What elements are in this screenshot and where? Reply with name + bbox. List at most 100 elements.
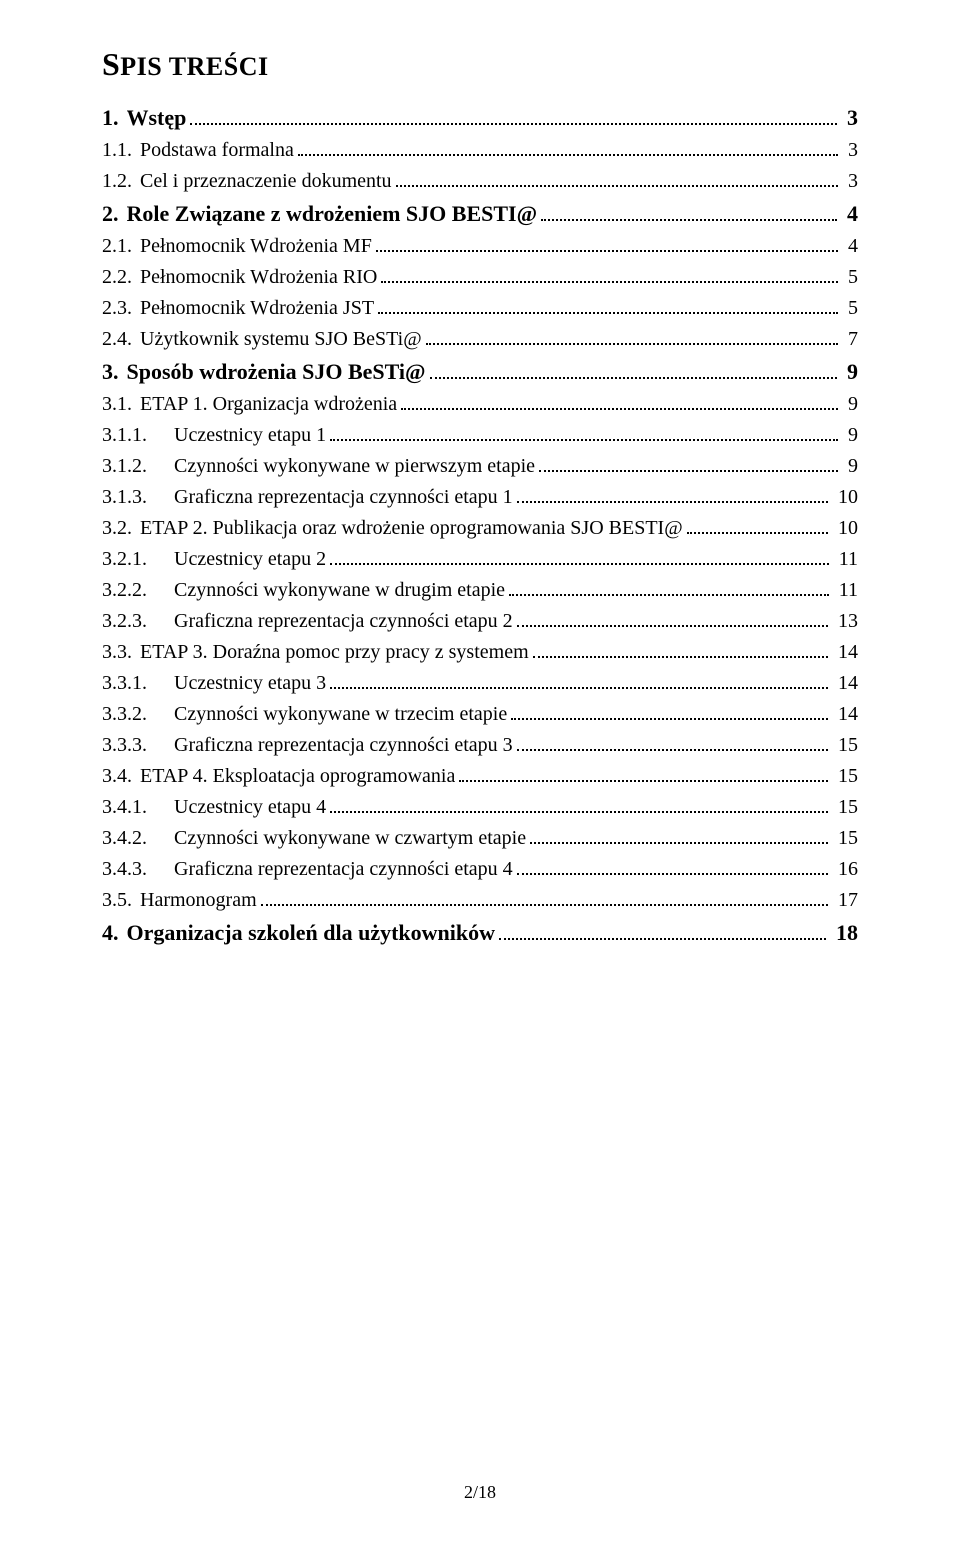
toc-leader-dots (541, 199, 837, 221)
toc-entry: 3.2.2.Czynności wykonywane w drugim etap… (102, 575, 858, 606)
title-first-letter: S (102, 46, 120, 82)
toc-entry: 3.1.3.Graficzna reprezentacja czynności … (102, 482, 858, 513)
toc-entry-label: Pełnomocnik Wdrożenia RIO (140, 262, 377, 293)
toc-entry: 3.1.2.Czynności wykonywane w pierwszym e… (102, 451, 858, 482)
toc-entry-page: 18 (830, 916, 858, 950)
toc-leader-dots (511, 700, 828, 720)
page: SPIS TREŚCI 1.Wstęp31.1.Podstawa formaln… (0, 0, 960, 1543)
toc-entry-page: 15 (832, 730, 858, 761)
toc-entry-page: 13 (832, 606, 858, 637)
toc-entry: 3.2.ETAP 2. Publikacja oraz wdrożenie op… (102, 513, 858, 544)
toc-entry: 3.4.1.Uczestnicy etapu 415 (102, 792, 858, 823)
toc-entry: 1.2.Cel i przeznaczenie dokumentu3 (102, 166, 858, 197)
title-rest: PIS TREŚCI (120, 52, 268, 81)
toc-entry-page: 3 (841, 101, 858, 135)
toc-entry: 3.Sposób wdrożenia SJO BeSTi@ 9 (102, 355, 858, 389)
toc-entry: 3.4.3.Graficzna reprezentacja czynności … (102, 854, 858, 885)
toc-entry-label: Pełnomocnik Wdrożenia JST (140, 293, 374, 324)
toc-leader-dots (687, 514, 828, 534)
toc-leader-dots (330, 793, 828, 813)
toc-entry-page: 17 (832, 885, 858, 916)
toc-entry-label: Uczestnicy etapu 2 (174, 544, 326, 575)
toc-entry-label: Czynności wykonywane w trzecim etapie (174, 699, 507, 730)
toc-entry-number: 3.1. (102, 389, 140, 420)
toc-entry-number: 2.2. (102, 262, 140, 293)
toc-entry-label: Harmonogram (140, 885, 257, 916)
toc-entry-page: 15 (832, 761, 858, 792)
toc-entry: 3.3.3.Graficzna reprezentacja czynności … (102, 730, 858, 761)
toc-entry-label: ETAP 2. Publikacja oraz wdrożenie oprogr… (140, 513, 683, 544)
toc-entry-label: Czynności wykonywane w czwartym etapie (174, 823, 526, 854)
toc-leader-dots (298, 136, 838, 156)
toc-leader-dots (378, 294, 838, 314)
toc-entry: 1.Wstęp3 (102, 101, 858, 135)
toc-entry-number: 2. (102, 197, 127, 231)
toc-leader-dots (430, 357, 837, 379)
toc-entry: 3.3.2.Czynności wykonywane w trzecim eta… (102, 699, 858, 730)
toc-entry-label: ETAP 4. Eksploatacja oprogramowania (140, 761, 455, 792)
toc-leader-dots (517, 731, 828, 751)
toc-entry-label: Graficzna reprezentacja czynności etapu … (174, 606, 513, 637)
toc-entry-label: Sposób wdrożenia SJO BeSTi@ (127, 355, 426, 389)
toc-entry-label: ETAP 3. Doraźna pomoc przy pracy z syste… (140, 637, 529, 668)
toc-entry-label: Uczestnicy etapu 1 (174, 420, 326, 451)
toc-entry: 1.1.Podstawa formalna3 (102, 135, 858, 166)
toc-entry-number: 3.1.2. (102, 451, 174, 482)
toc-entry-number: 4. (102, 916, 127, 950)
toc-entry: 3.1.ETAP 1. Organizacja wdrożenia9 (102, 389, 858, 420)
toc-leader-dots (190, 103, 837, 125)
toc-entry-page: 10 (832, 513, 858, 544)
toc-entry-number: 3.4.3. (102, 854, 174, 885)
toc-entry-page: 11 (833, 575, 858, 606)
toc-entry-number: 2.1. (102, 231, 140, 262)
toc-entry: 3.5.Harmonogram 17 (102, 885, 858, 916)
toc-entry-page: 14 (832, 637, 858, 668)
toc-entry-number: 3. (102, 355, 127, 389)
toc-entry-number: 3.3.2. (102, 699, 174, 730)
toc-entry-number: 3.5. (102, 885, 140, 916)
toc-leader-dots (261, 886, 828, 906)
toc-entry-number: 1.2. (102, 166, 140, 197)
toc-leader-dots (517, 483, 828, 503)
toc-entry: 3.2.3.Graficzna reprezentacja czynności … (102, 606, 858, 637)
toc-entry-number: 3.2.1. (102, 544, 174, 575)
toc-entry-number: 2.4. (102, 324, 140, 355)
toc-entry-label: Czynności wykonywane w drugim etapie (174, 575, 505, 606)
toc-entry: 3.3.1.Uczestnicy etapu 314 (102, 668, 858, 699)
toc-entry-page: 15 (832, 823, 858, 854)
toc-entry-page: 9 (842, 420, 858, 451)
toc-entry-number: 3.4.2. (102, 823, 174, 854)
toc-entry-label: Pełnomocnik Wdrożenia MF (140, 231, 372, 262)
table-of-contents: 1.Wstęp31.1.Podstawa formalna31.2.Cel i … (102, 101, 858, 950)
toc-entry-page: 9 (841, 355, 858, 389)
toc-entry-number: 2.3. (102, 293, 140, 324)
toc-entry-label: Uczestnicy etapu 4 (174, 792, 326, 823)
toc-entry-page: 14 (832, 699, 858, 730)
toc-leader-dots (401, 390, 838, 410)
toc-entry-label: Graficzna reprezentacja czynności etapu … (174, 854, 513, 885)
toc-entry: 2.Role Związane z wdrożeniem SJO BESTI@4 (102, 197, 858, 231)
toc-entry-page: 14 (832, 668, 858, 699)
toc-entry: 4.Organizacja szkoleń dla użytkowników 18 (102, 916, 858, 950)
toc-leader-dots (426, 325, 838, 345)
toc-entry: 2.1.Pełnomocnik Wdrożenia MF 4 (102, 231, 858, 262)
toc-entry: 3.1.1.Uczestnicy etapu 1 9 (102, 420, 858, 451)
toc-entry: 2.2.Pełnomocnik Wdrożenia RIO5 (102, 262, 858, 293)
toc-entry: 3.3.ETAP 3. Doraźna pomoc przy pracy z s… (102, 637, 858, 668)
toc-leader-dots (539, 452, 838, 472)
toc-leader-dots (396, 167, 838, 187)
toc-leader-dots (499, 918, 826, 940)
toc-leader-dots (376, 232, 838, 252)
toc-entry-label: Role Związane z wdrożeniem SJO BESTI@ (127, 197, 538, 231)
toc-entry-number: 3.2. (102, 513, 140, 544)
toc-entry-page: 4 (842, 231, 858, 262)
toc-entry-label: Użytkownik systemu SJO BeSTi@ (140, 324, 422, 355)
toc-leader-dots (330, 669, 828, 689)
toc-entry-number: 3.2.2. (102, 575, 174, 606)
toc-entry-number: 3.3. (102, 637, 140, 668)
toc-entry-number: 3.3.1. (102, 668, 174, 699)
toc-entry-number: 1. (102, 101, 127, 135)
toc-entry-label: Organizacja szkoleń dla użytkowników (127, 916, 496, 950)
toc-entry-page: 11 (833, 544, 858, 575)
toc-entry-number: 3.1.1. (102, 420, 174, 451)
